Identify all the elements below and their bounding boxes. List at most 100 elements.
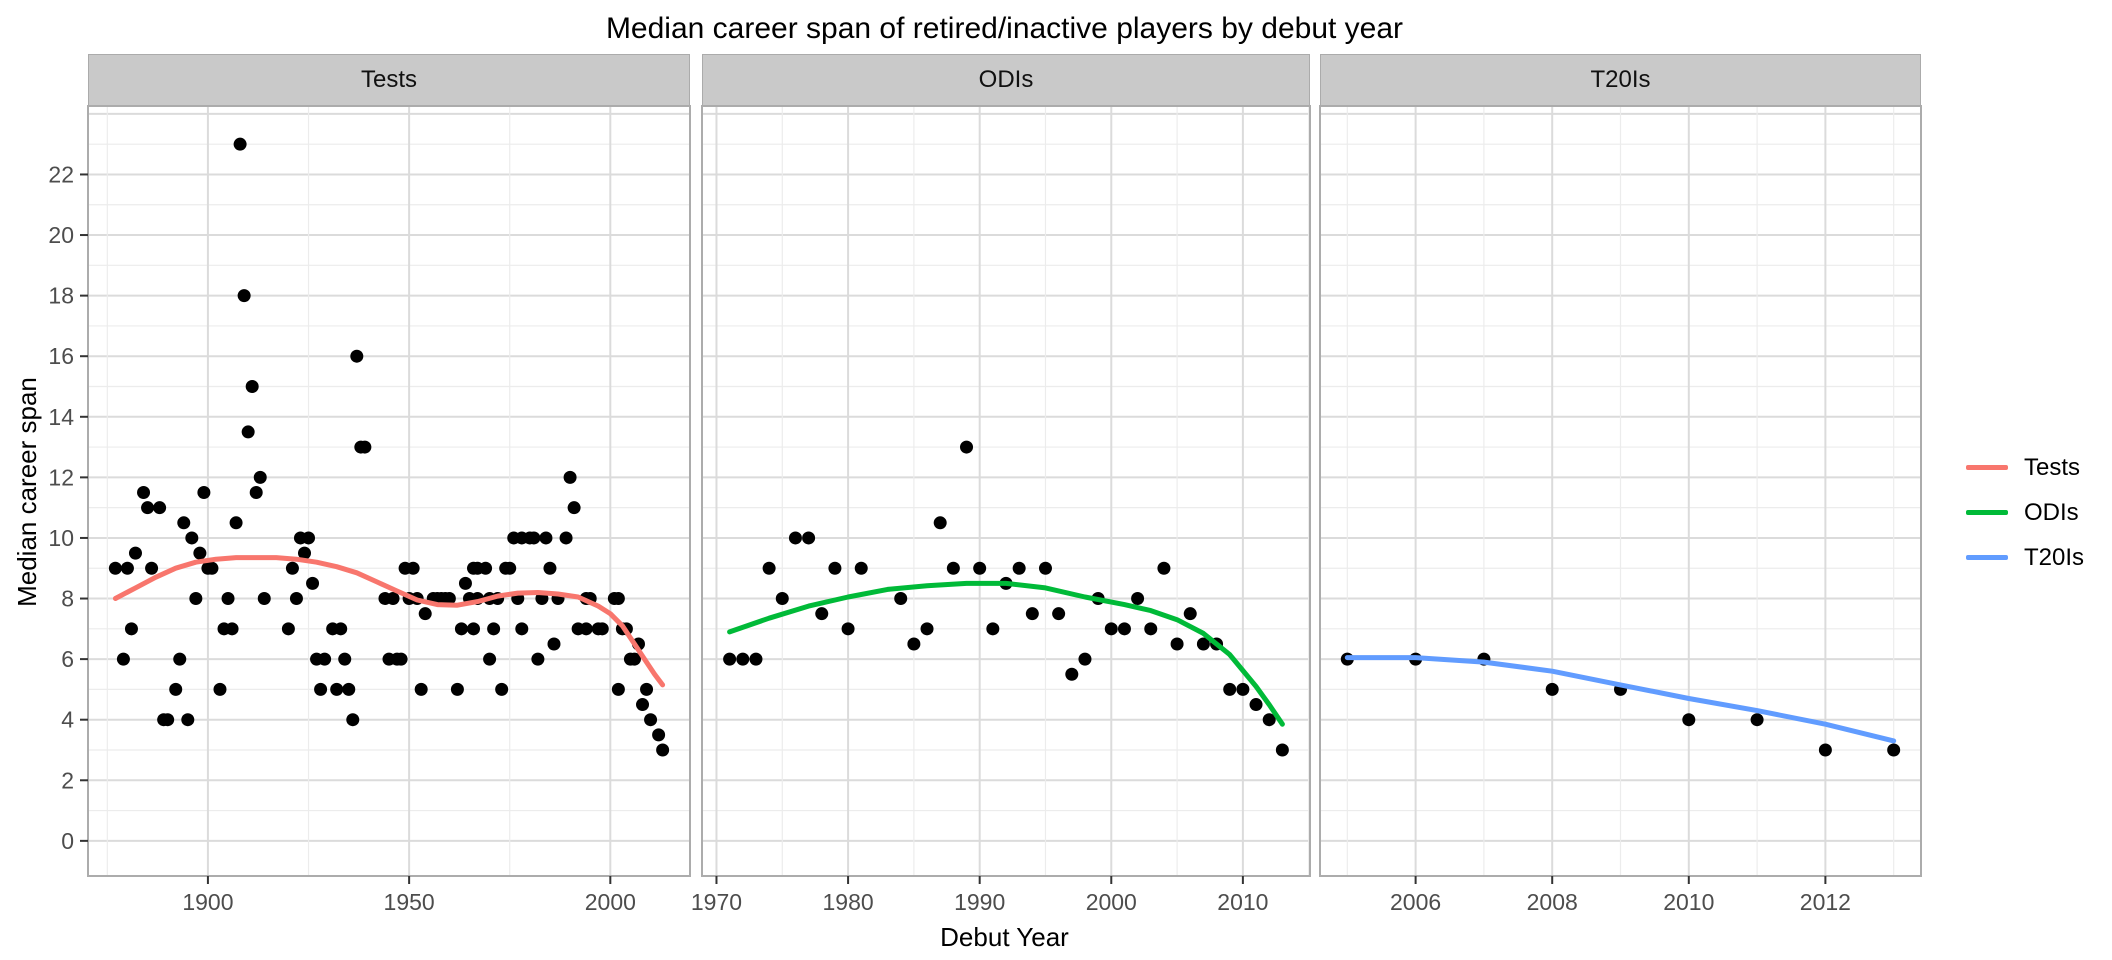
data-point [342, 682, 356, 696]
data-point [652, 728, 666, 742]
smooth-trend-line [1344, 655, 1897, 744]
data-point [285, 561, 299, 575]
facet-strip-label: ODIs [978, 66, 1034, 93]
data-point [1117, 622, 1131, 636]
data-point [579, 622, 593, 636]
facet-strip-label: Tests [360, 66, 417, 93]
x-tick-label: 2012 [1800, 889, 1851, 915]
data-point [177, 516, 191, 530]
data-point [933, 516, 947, 530]
x-tick-label: 2008 [1527, 889, 1578, 915]
data-point [627, 652, 641, 666]
data-point [1065, 667, 1079, 681]
data-point [775, 592, 789, 606]
data-point [1157, 561, 1171, 575]
data-point [181, 713, 195, 727]
y-tick-label: 8 [61, 586, 74, 612]
data-point [450, 682, 464, 696]
y-tick-label: 20 [48, 222, 74, 248]
data-point [946, 561, 960, 575]
y-axis-title: Median career span [12, 377, 42, 607]
panel-odis: 1970 1980 1990 2000 2010 [691, 105, 1311, 915]
data-point [802, 531, 816, 545]
data-point [197, 486, 211, 500]
data-point [1236, 682, 1250, 696]
data-point [221, 592, 235, 606]
data-point [559, 531, 573, 545]
x-tick-label: 1980 [822, 889, 873, 915]
x-tick-label: 1950 [384, 889, 435, 915]
data-point [487, 622, 501, 636]
data-point [225, 622, 239, 636]
data-point [1818, 743, 1832, 757]
legend-item-odis: ODIs [1966, 490, 2084, 535]
data-point [1183, 607, 1197, 621]
panel-border [1319, 105, 1922, 877]
legend-label: Tests [2024, 453, 2081, 481]
data-point [749, 652, 763, 666]
data-point [1052, 607, 1066, 621]
data-point [281, 622, 295, 636]
data-point [418, 607, 432, 621]
data-point [1131, 592, 1145, 606]
data-point [414, 682, 428, 696]
data-point [1196, 637, 1210, 651]
chart-title: Median career span of retired/inactive p… [605, 12, 1404, 45]
data-point [193, 546, 207, 560]
data-point [828, 561, 842, 575]
data-point [454, 622, 468, 636]
smooth-trend-line [112, 555, 666, 688]
tests-line-key-icon [1966, 465, 2008, 470]
y-tick-label: 10 [48, 525, 74, 551]
data-point [189, 592, 203, 606]
data-point [1025, 607, 1039, 621]
data-point [973, 561, 987, 575]
data-point [1223, 682, 1237, 696]
data-point [297, 546, 311, 560]
facet-strip-tests: Tests [88, 54, 690, 106]
panel-border [87, 105, 691, 877]
data-point [120, 561, 134, 575]
data-point [483, 652, 497, 666]
facet-strip-label: T20Is [1590, 66, 1651, 93]
data-point [527, 531, 541, 545]
data-point [124, 622, 138, 636]
x-tick-label: 1990 [954, 889, 1005, 915]
facet-strip-odis: ODIs [702, 54, 1310, 106]
data-point [386, 592, 400, 606]
smooth-trend-line [727, 580, 1285, 727]
data-point [350, 349, 364, 363]
data-point [815, 607, 829, 621]
data-point [595, 622, 609, 636]
legend-item-tests: Tests [1966, 445, 2084, 490]
y-tick-label: 6 [61, 646, 74, 672]
x-tick-label: 2000 [1086, 889, 1137, 915]
data-point [907, 637, 921, 651]
data-point [854, 561, 868, 575]
data-point [257, 592, 271, 606]
data-point [245, 379, 259, 393]
data-point [543, 561, 557, 575]
data-point [334, 622, 348, 636]
legend-label: ODIs [2024, 498, 2079, 526]
data-point [205, 561, 219, 575]
y-tick-label: 18 [48, 283, 74, 309]
data-point [394, 652, 408, 666]
data-point [723, 652, 737, 666]
data-point [611, 682, 625, 696]
t20is-line-key-icon [1966, 555, 2008, 560]
data-point [1012, 561, 1026, 575]
legend: Tests ODIs T20Is [1966, 445, 2084, 580]
data-point [920, 622, 934, 636]
data-point [1104, 622, 1118, 636]
data-point [1545, 682, 1559, 696]
data-point [636, 698, 650, 712]
data-point [1275, 743, 1289, 757]
data-point [1038, 561, 1052, 575]
data-point [338, 652, 352, 666]
data-point [161, 713, 175, 727]
data-point [237, 289, 251, 303]
data-point [249, 486, 263, 500]
